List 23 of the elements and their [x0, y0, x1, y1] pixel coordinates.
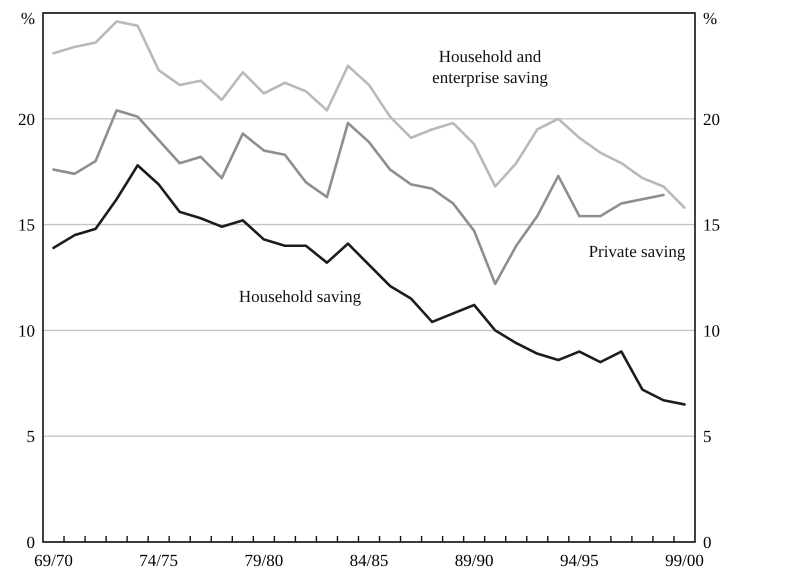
y-tick-label: 10	[18, 321, 35, 340]
x-tick-label: 74/75	[139, 551, 178, 570]
y2-tick-label: 5	[703, 427, 712, 446]
y2-tick-label: 0	[703, 533, 712, 552]
y2-tick-label: %	[703, 9, 718, 28]
y-tick-label: 0	[26, 533, 35, 552]
x-tick-label: 89/90	[454, 551, 494, 570]
series-label: Household and enterprise saving	[432, 47, 548, 87]
x-tick-label: 69/70	[34, 551, 73, 570]
x-tick-label: 84/85	[350, 551, 388, 570]
y2-tick-label: 15	[703, 216, 720, 235]
y-tick-label: 15	[18, 216, 35, 235]
series-label: Household saving	[238, 287, 362, 306]
x-tick-label: 94/95	[560, 551, 599, 570]
y2-tick-label: 20	[703, 110, 720, 129]
y2-tick-label: 10	[703, 321, 720, 340]
x-tick-label: 79/80	[244, 551, 284, 570]
x-tick-label: 99/00	[665, 551, 704, 570]
line-series	[52, 164, 686, 406]
y-tick-label: 5	[26, 427, 35, 446]
series-label: Private saving	[588, 242, 686, 261]
y-tick-label: %	[20, 9, 35, 28]
y-tick-label: 20	[18, 110, 35, 129]
